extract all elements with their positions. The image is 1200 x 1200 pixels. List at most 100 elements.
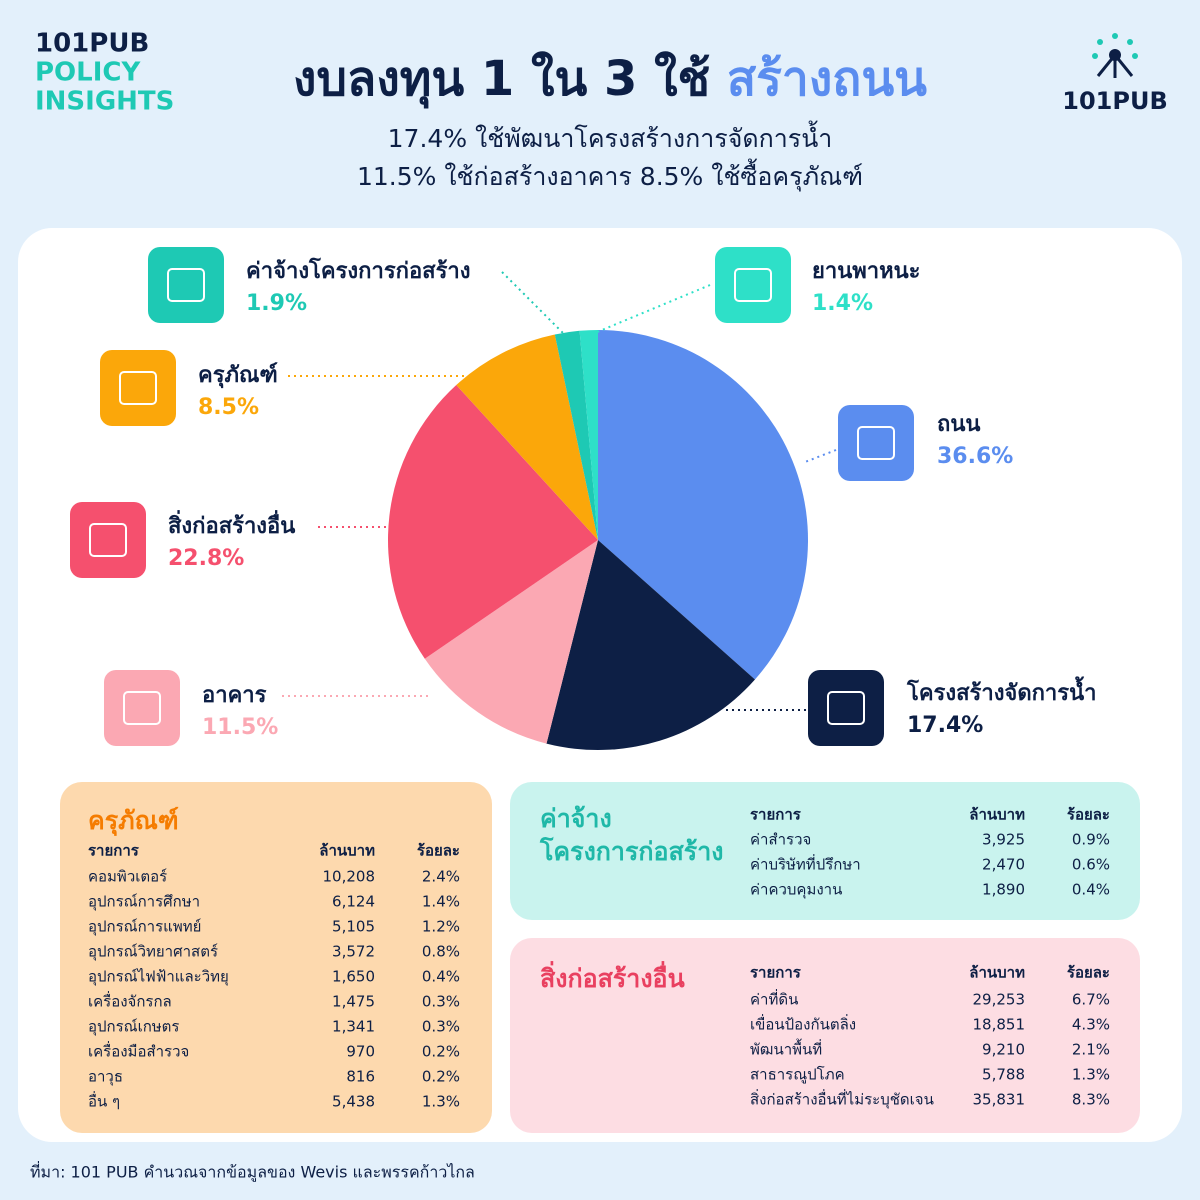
pie-slice	[546, 540, 755, 750]
table-title: ครุภัณฑ์	[88, 806, 179, 837]
icon-glyph	[123, 691, 161, 725]
table-cell: 816	[346, 1068, 375, 1086]
icon-glyph	[167, 268, 205, 302]
category-icon	[715, 247, 791, 323]
category-label: ยานพาหนะ	[812, 259, 921, 284]
value-label: 11.5%	[202, 715, 278, 740]
table-cell: 970	[346, 1043, 375, 1061]
table-cell: 5,105	[332, 918, 375, 936]
pie-slice	[387, 385, 598, 659]
category-label: สิ่งก่อสร้างอื่น	[168, 509, 295, 539]
table-box	[510, 782, 1140, 920]
title-main: งบลงทุน 1 ใน 3 ใช้	[293, 50, 727, 109]
table-cell: 1.3%	[1072, 1066, 1110, 1084]
table-header: รายการ	[88, 842, 140, 860]
brand-text: POLICY	[35, 58, 141, 88]
table-cell: 6,124	[332, 893, 375, 911]
table-cell: 0.9%	[1072, 831, 1110, 849]
value-label: 1.9%	[246, 291, 307, 316]
table-cell: เครื่องมือสำรวจ	[88, 1041, 189, 1061]
subtitle: 17.4% ใช้พัฒนาโครงสร้างการจัดการน้ำ	[388, 120, 833, 153]
value-label: 22.8%	[168, 546, 244, 571]
table-cell: 1,650	[332, 968, 375, 986]
table-cell: 1,890	[982, 881, 1025, 899]
table-cell: สิ่งก่อสร้างอื่นที่ไม่ระบุชัดเจน	[750, 1089, 934, 1110]
value-label: 36.6%	[937, 444, 1013, 469]
table-cell: 0.6%	[1072, 856, 1110, 874]
pie-slice	[598, 330, 808, 680]
table-cell: 1.4%	[422, 893, 460, 911]
table-cell: อุปกรณ์เกษตร	[88, 1018, 179, 1037]
category-label: อาคาร	[202, 683, 267, 708]
category-label: ถนน	[937, 412, 980, 437]
table-cell: 2.4%	[422, 868, 460, 886]
table-cell: อุปกรณ์การแพทย์	[88, 918, 201, 937]
table-title: ค่าจ้าง	[540, 804, 612, 833]
table-cell: 29,253	[973, 991, 1026, 1009]
brand-text: INSIGHTS	[35, 87, 174, 117]
category-icon	[100, 350, 176, 426]
category-icon	[808, 670, 884, 746]
table-cell: 3,572	[332, 943, 375, 961]
table-title: สิ่งก่อสร้างอื่น	[540, 961, 685, 993]
value-label: 17.4%	[907, 713, 983, 738]
table-cell: 1,475	[332, 993, 375, 1011]
table-cell: 1.3%	[422, 1093, 460, 1111]
table-cell: เขื่อนป้องกันตลิ่ง	[750, 1014, 856, 1034]
table-cell: เครื่องจักรกล	[88, 991, 172, 1011]
table-cell: ค่าที่ดิน	[750, 989, 798, 1009]
table-header: ร้อยละ	[417, 842, 460, 860]
source: ที่มา: 101 PUB คำนวณจากข้อมูลของ Wevis แ…	[30, 1161, 475, 1183]
table-cell: อาวุธ	[88, 1068, 123, 1087]
table-cell: 4.3%	[1072, 1016, 1110, 1034]
table-cell: 1,341	[332, 1018, 375, 1036]
table-box	[510, 938, 1140, 1133]
table-header: ล้านบาท	[969, 964, 1025, 982]
icon-glyph	[89, 523, 127, 557]
category-label: ค่าจ้างโครงการก่อสร้าง	[246, 257, 471, 284]
table-header: รายการ	[750, 964, 802, 982]
table-header: ร้อยละ	[1067, 964, 1110, 982]
category-label: โครงสร้างจัดการน้ำ	[906, 676, 1097, 706]
table-box	[60, 782, 492, 1133]
table-cell: ค่าควบคุมงาน	[750, 881, 842, 900]
brand-text: 101PUB	[35, 29, 149, 59]
value-label: 8.5%	[198, 395, 259, 420]
table-header: ร้อยละ	[1067, 806, 1110, 824]
title-highlight: สร้างถนน	[727, 51, 927, 107]
table-cell: 0.2%	[422, 1068, 460, 1086]
value-label: 1.4%	[812, 291, 873, 316]
pie-slice	[424, 540, 598, 744]
logo-text: 101PUB	[1062, 87, 1167, 115]
table-cell: อุปกรณ์วิทยาศาสตร์	[88, 943, 218, 962]
table-cell: 35,831	[973, 1091, 1026, 1109]
table-cell: 3,925	[982, 831, 1025, 849]
category-icon	[148, 247, 224, 323]
table-header: ล้านบาท	[969, 806, 1025, 824]
table-title: โครงการก่อสร้าง	[539, 836, 723, 866]
table-cell: 0.4%	[1072, 881, 1110, 899]
table-cell: 0.2%	[422, 1043, 460, 1061]
table-cell: 0.3%	[422, 1018, 460, 1036]
icon-glyph	[827, 691, 865, 725]
table-cell: ค่าบริษัทที่ปรึกษา	[750, 854, 861, 874]
table-cell: พัฒนาพื้นที่	[750, 1039, 822, 1059]
category-icon	[104, 670, 180, 746]
icon-glyph	[734, 268, 772, 302]
table-cell: 0.3%	[422, 993, 460, 1011]
table-cell: 5,788	[982, 1066, 1025, 1084]
table-cell: อุปกรณ์การศึกษา	[88, 893, 200, 912]
subtitle: 11.5% ใช้ก่อสร้างอาคาร 8.5% ใช้ซื้อครุภั…	[357, 158, 863, 192]
pie-slice	[554, 330, 598, 540]
table-cell: สาธารณูปโภค	[750, 1066, 845, 1084]
table-cell: 8.3%	[1072, 1091, 1110, 1109]
table-cell: 9,210	[982, 1041, 1025, 1059]
category-icon	[70, 502, 146, 578]
leader-line	[589, 284, 711, 336]
category-icon	[838, 405, 914, 481]
table-header: รายการ	[750, 806, 802, 824]
table-cell: 6.7%	[1072, 991, 1110, 1009]
pie-slice	[579, 330, 598, 540]
icon-glyph	[119, 371, 157, 405]
